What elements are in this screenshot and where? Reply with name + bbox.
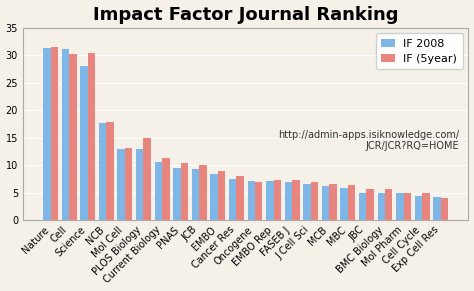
Legend: IF 2008, IF (5year): IF 2008, IF (5year) — [376, 33, 463, 69]
Bar — [303, 184, 311, 220]
Bar — [88, 53, 95, 220]
Bar — [210, 174, 218, 220]
Bar — [329, 184, 337, 220]
Bar — [181, 164, 188, 220]
Bar — [441, 198, 448, 220]
Bar — [255, 182, 263, 220]
Bar — [229, 179, 237, 220]
Bar — [348, 185, 356, 220]
Bar — [366, 189, 374, 220]
Bar — [118, 149, 125, 220]
Bar — [192, 169, 199, 220]
Bar — [292, 180, 300, 220]
Bar — [155, 162, 162, 220]
Bar — [106, 122, 114, 220]
Bar — [311, 182, 318, 220]
Bar — [396, 193, 403, 220]
Bar — [378, 193, 385, 220]
Bar — [199, 164, 207, 220]
Bar — [136, 149, 144, 220]
Bar — [340, 188, 348, 220]
Bar — [43, 48, 51, 220]
Text: http://admin-apps.isiknowledge.com/
JCR/JCR?RQ=HOME: http://admin-apps.isiknowledge.com/ JCR/… — [278, 130, 459, 151]
Bar — [125, 148, 132, 220]
Bar — [162, 159, 170, 220]
Bar — [173, 168, 181, 220]
Bar — [322, 187, 329, 220]
Bar — [99, 123, 106, 220]
Bar — [247, 181, 255, 220]
Bar — [62, 49, 69, 220]
Bar — [433, 198, 441, 220]
Title: Impact Factor Journal Ranking: Impact Factor Journal Ranking — [93, 6, 399, 24]
Bar — [385, 189, 392, 220]
Bar — [273, 180, 281, 220]
Bar — [403, 193, 411, 220]
Bar — [285, 182, 292, 220]
Bar — [422, 193, 429, 220]
Bar — [266, 181, 273, 220]
Bar — [144, 138, 151, 220]
Bar — [237, 175, 244, 220]
Bar — [80, 66, 88, 220]
Bar — [415, 196, 422, 220]
Bar — [359, 193, 366, 220]
Bar — [69, 54, 77, 220]
Bar — [51, 47, 58, 220]
Bar — [218, 171, 225, 220]
